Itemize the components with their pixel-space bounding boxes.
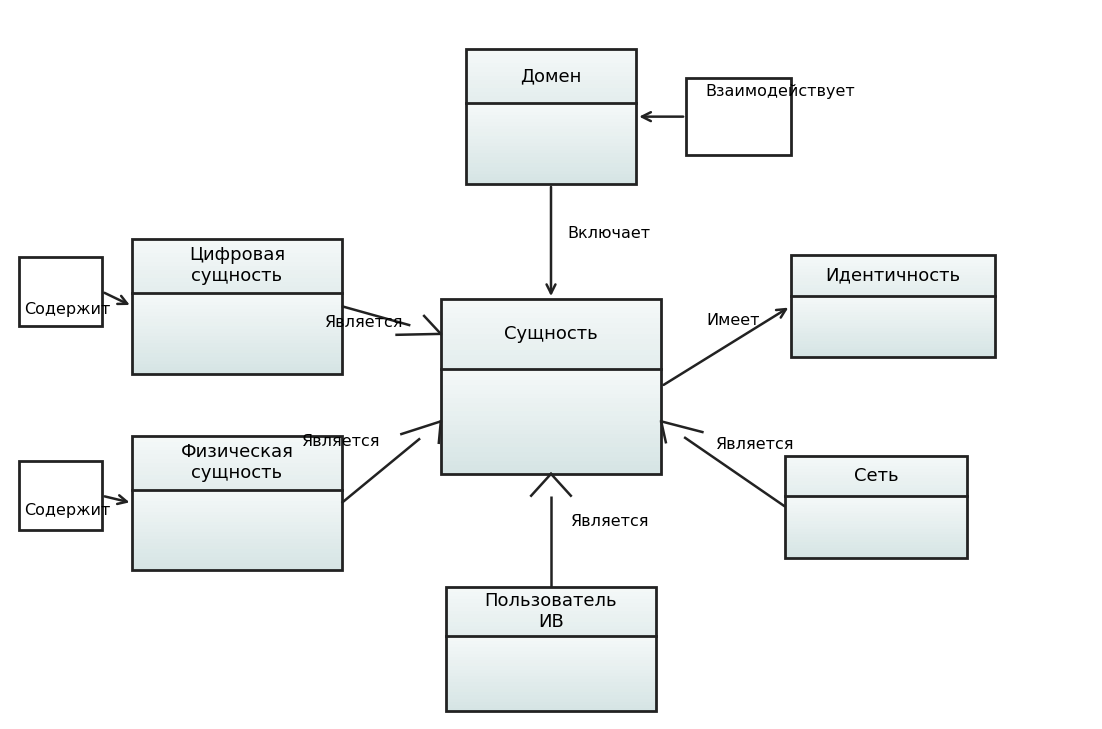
Text: Взаимодействует: Взаимодействует — [705, 84, 855, 98]
Bar — [685, 79, 790, 155]
Bar — [132, 436, 342, 570]
Text: Содержит: Содержит — [24, 303, 110, 317]
Text: Является: Является — [715, 437, 795, 452]
Bar — [465, 50, 636, 184]
Bar — [441, 299, 661, 474]
Text: Включает: Включает — [568, 226, 650, 241]
Bar — [19, 257, 101, 327]
Text: Цифровая
сущность: Цифровая сущность — [188, 246, 285, 285]
Text: Идентичность: Идентичность — [825, 267, 960, 284]
Text: Физическая
сущность: Физическая сущность — [181, 443, 293, 482]
Bar — [132, 239, 342, 374]
Text: Является: Является — [324, 316, 403, 330]
Text: Является: Является — [302, 434, 381, 448]
Bar — [785, 456, 968, 558]
Bar — [19, 461, 101, 531]
Text: Является: Является — [571, 514, 649, 529]
Text: Сеть: Сеть — [854, 467, 898, 485]
Text: Пользователь
ИВ: Пользователь ИВ — [485, 592, 617, 631]
Text: Имеет: Имеет — [706, 313, 759, 328]
Text: Сущность: Сущность — [504, 325, 598, 343]
Bar — [446, 587, 656, 711]
Bar — [791, 255, 994, 357]
Text: Содержит: Содержит — [24, 503, 110, 518]
Text: Домен: Домен — [520, 67, 582, 85]
